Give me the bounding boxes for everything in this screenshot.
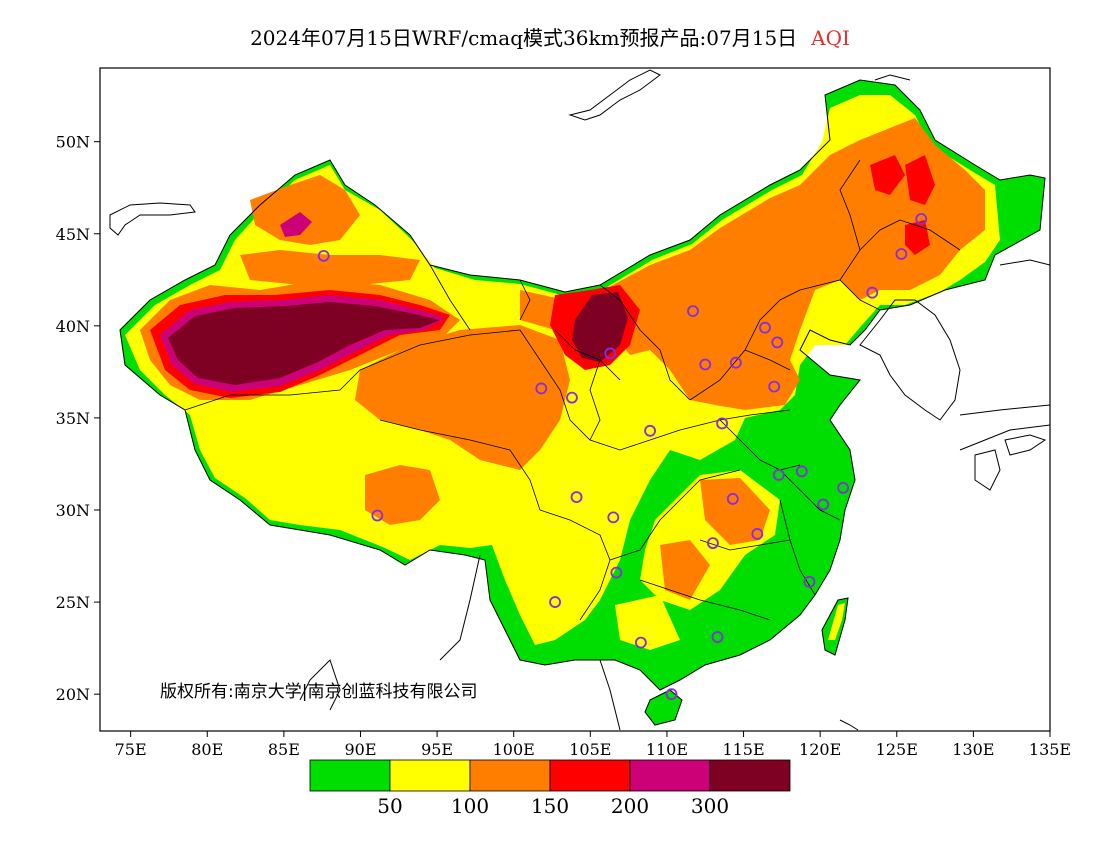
city-marker xyxy=(644,424,656,437)
lon-tick-label: 95E xyxy=(421,740,453,759)
colorbar-segment xyxy=(629,759,711,792)
city-marker xyxy=(716,417,728,430)
city-marker xyxy=(665,688,678,701)
city-marker xyxy=(371,509,384,522)
city-marker xyxy=(610,566,623,579)
city-marker xyxy=(771,336,784,349)
lon-tick-label: 75E xyxy=(115,740,147,759)
city-marker xyxy=(535,382,548,395)
title-variable: AQI xyxy=(811,26,850,50)
aqi-zone-hazardous-tarim xyxy=(168,302,440,385)
city-marker xyxy=(895,248,908,260)
city-marker xyxy=(915,213,928,225)
colorbar-segment xyxy=(389,759,471,792)
lon-tick-label: 85E xyxy=(268,740,300,759)
taiwan-yellow xyxy=(828,603,845,640)
lon-tick-label: 125E xyxy=(876,740,918,759)
aqi-zone-usg-central xyxy=(355,325,570,470)
aqi-zone-usg-hubei xyxy=(700,478,770,545)
city-marker xyxy=(729,356,742,369)
colorbar-label: 50 xyxy=(377,794,402,818)
lon-tick-label: 120E xyxy=(799,740,841,759)
aqi-zone-usg-north xyxy=(520,118,985,410)
lon-tick-label: 110E xyxy=(646,740,688,759)
lat-tick-label: 45N xyxy=(56,225,90,244)
aqi-colorbar: 50 100 150 200 300 xyxy=(309,759,791,818)
city-marker xyxy=(549,596,561,608)
aqi-zone-usg-xinjiang-e xyxy=(240,250,420,285)
city-marker xyxy=(711,631,724,643)
map-field: 版权所有:南京大学|南京创蓝科技有限公司 xyxy=(100,68,1050,731)
colorbar-label: 150 xyxy=(531,794,569,818)
aqi-zone-usg-xizang xyxy=(365,465,440,525)
city-marker xyxy=(699,358,712,371)
aqi-zone-usg-hunan xyxy=(660,540,710,600)
lon-tick-label: 90E xyxy=(344,740,376,759)
city-marker xyxy=(837,481,850,494)
colorbar-label: 300 xyxy=(691,794,729,818)
city-marker xyxy=(726,493,739,505)
plot-frame xyxy=(99,67,1051,732)
city-marker xyxy=(817,498,830,511)
longitude-axis: 75E 80E 85E 90E 95E 100E 105E 110E 115E 120E 125E 1… xyxy=(115,731,1071,759)
aqi-zone-unhealthy-ne1 xyxy=(870,155,905,195)
lon-tick-label: 80E xyxy=(191,740,223,759)
city-marker xyxy=(866,286,879,299)
aqi-zone-hazardous-alxa xyxy=(572,292,628,362)
city-marker xyxy=(795,465,808,478)
colorbar-segment xyxy=(709,759,791,792)
city-marker xyxy=(317,249,330,262)
lat-tick-label: 25N xyxy=(56,593,90,612)
colorbar-segment xyxy=(309,759,391,792)
lat-tick-label: 40N xyxy=(56,317,90,336)
title-text: 2024年07月15日WRF/cmaq模式36km预报产品:07月15日 xyxy=(250,26,798,50)
city-marker xyxy=(803,575,816,588)
city-marker xyxy=(604,347,617,360)
city-marker xyxy=(570,491,583,504)
lon-tick-label: 100E xyxy=(493,740,535,759)
colorbar-segment xyxy=(469,759,551,792)
aqi-zone-unhealthy-ne2 xyxy=(905,155,935,205)
lon-tick-label: 115E xyxy=(722,740,764,759)
city-marker xyxy=(751,528,764,540)
latitude-axis: 20N 25N 30N 35N 40N 45N 50N xyxy=(56,133,100,704)
city-marker xyxy=(772,469,785,481)
province-borders xyxy=(184,159,961,621)
city-marker xyxy=(707,537,719,550)
city-marker xyxy=(607,511,620,524)
aqi-zone-very-unhealthy-n xyxy=(280,212,312,237)
lat-tick-label: 20N xyxy=(56,685,90,704)
copyright-text: 版权所有:南京大学|南京创蓝科技有限公司 xyxy=(160,682,477,702)
city-marker xyxy=(759,321,771,334)
city-marker xyxy=(687,305,699,318)
city-marker xyxy=(566,391,578,404)
city-marker xyxy=(634,636,647,649)
lat-tick-label: 35N xyxy=(56,409,90,428)
aqi-zone-usg-xinjiang-n xyxy=(250,175,360,245)
map-title: 2024年07月15日WRF/cmaq模式36km预报产品:07月15日 AQI xyxy=(0,22,1100,51)
china-border xyxy=(119,79,1046,691)
lon-tick-label: 135E xyxy=(1029,740,1071,759)
aqi-zone-unhealthy-ne3 xyxy=(905,220,930,255)
lon-tick-label: 105E xyxy=(569,740,611,759)
city-markers xyxy=(317,213,928,701)
colorbar-label: 100 xyxy=(451,794,489,818)
colorbar-segment xyxy=(549,759,631,792)
aqi-zone-moderate-south2 xyxy=(615,595,680,650)
lat-tick-label: 50N xyxy=(56,133,90,152)
colorbar-label: 200 xyxy=(611,794,649,818)
neighbor-coastlines xyxy=(109,69,1050,731)
lat-tick-label: 30N xyxy=(56,501,90,520)
city-marker xyxy=(768,380,781,393)
lon-tick-label: 130E xyxy=(952,740,994,759)
